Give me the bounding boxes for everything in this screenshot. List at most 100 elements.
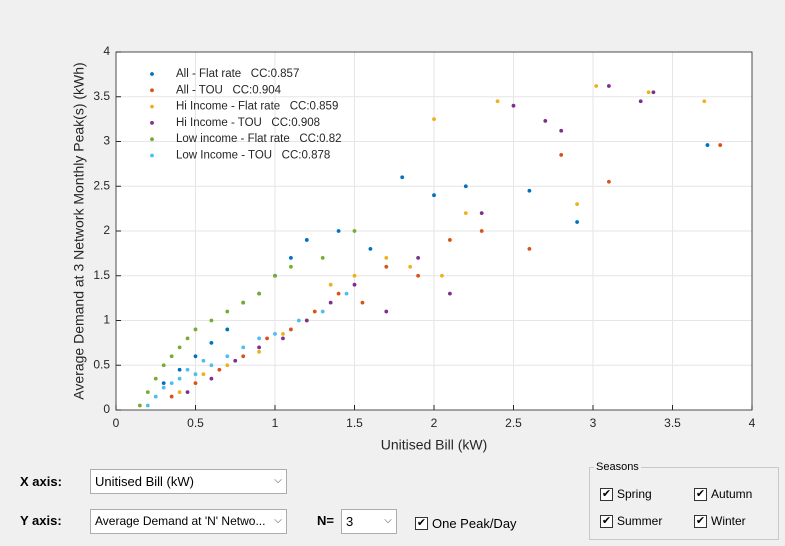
point: [161, 363, 166, 368]
point: [320, 255, 325, 260]
point: [169, 381, 174, 386]
point: [320, 309, 325, 314]
point: [193, 354, 198, 359]
point: [352, 229, 357, 233]
point: [328, 282, 333, 287]
panel-title: Seasons: [594, 461, 641, 473]
y-axis-dropdown[interactable]: Average Demand at 'N' Netwo... ⌵: [90, 509, 287, 534]
point: [153, 376, 158, 381]
point: [257, 336, 261, 341]
point: [296, 318, 301, 323]
point: [527, 247, 532, 251]
point: [479, 211, 484, 216]
point: [718, 143, 723, 147]
point: [638, 99, 643, 104]
point: [273, 332, 277, 336]
point: [241, 345, 246, 350]
point: [607, 84, 611, 88]
point: [463, 211, 468, 216]
point: [209, 376, 214, 381]
legend-marker: [150, 137, 154, 142]
legend-marker: [150, 72, 154, 76]
point: [169, 354, 174, 359]
point: [495, 99, 500, 104]
y-tick-label: 3: [103, 134, 110, 148]
point: [161, 381, 166, 386]
legend-label: All - Flat rate CC:0.857: [176, 68, 299, 80]
dropdown-value: Unitised Bill (kW): [95, 474, 194, 489]
legend-label: All - TOU CC:0.904: [176, 84, 282, 96]
point: [257, 349, 261, 354]
point: [185, 336, 190, 341]
point: [448, 238, 452, 242]
point: [328, 300, 333, 305]
checkbox-label: One Peak/Day: [432, 516, 517, 531]
point: [463, 184, 468, 189]
point: [432, 117, 436, 122]
dropdown-value: 3: [346, 514, 354, 529]
point: [360, 300, 365, 305]
point: [193, 381, 198, 386]
point: [177, 390, 182, 394]
checkbox-label: Spring: [617, 487, 652, 501]
point: [705, 143, 710, 147]
y-tick-label: 3.5: [93, 89, 110, 103]
x-axis-label: Unitised Bill (kW): [381, 437, 488, 453]
n-dropdown[interactable]: 3 ⌵: [341, 509, 397, 534]
season-checkbox[interactable]: ✔ Spring: [600, 487, 652, 501]
y-tick-label: 4: [103, 44, 110, 58]
point: [352, 282, 357, 287]
legend-label: Low Income - TOU CC:0.878: [176, 150, 330, 162]
x-axis-dropdown[interactable]: Unitised Bill (kW) ⌵: [90, 469, 287, 494]
point: [241, 354, 246, 359]
x-tick-label: 1.5: [346, 416, 363, 430]
point: [384, 309, 389, 314]
point: [384, 255, 389, 260]
y-tick-label: 0: [103, 402, 110, 416]
point: [607, 179, 611, 184]
point: [304, 238, 309, 242]
season-checkbox[interactable]: ✔ Autumn: [694, 487, 752, 501]
seasons-panel: Seasons: [589, 461, 779, 540]
point: [336, 229, 341, 233]
y-tick-label: 1.5: [93, 268, 110, 282]
point: [145, 390, 150, 394]
point: [336, 291, 341, 296]
point: [511, 103, 516, 108]
point: [543, 119, 548, 123]
point: [217, 367, 222, 372]
point: [185, 390, 190, 394]
x-tick-label: 0.5: [187, 416, 204, 430]
n-label: N=: [317, 513, 334, 528]
point: [352, 273, 357, 278]
point: [169, 394, 174, 399]
point: [241, 300, 246, 305]
season-checkbox[interactable]: ✔ Summer: [600, 514, 662, 528]
point: [193, 327, 198, 332]
checkbox-label: Autumn: [711, 487, 753, 501]
x-tick-label: 3: [590, 416, 597, 430]
point: [575, 202, 579, 207]
point: [225, 327, 230, 332]
point: [312, 309, 317, 314]
season-checkbox[interactable]: ✔ Winter: [694, 514, 746, 528]
point: [304, 318, 309, 323]
point: [185, 367, 190, 372]
one-peak-checkbox[interactable]: ✔ One Peak/Day: [415, 516, 517, 531]
point: [408, 264, 413, 269]
legend-label: Hi Income - TOU CC:0.908: [176, 117, 320, 129]
y-tick-label: 2: [103, 223, 110, 237]
point: [201, 372, 206, 377]
point: [153, 394, 158, 399]
checkbox-box: ✔: [415, 517, 428, 530]
point: [209, 363, 214, 368]
x-tick-label: 4: [749, 416, 756, 430]
point: [440, 273, 444, 278]
y-axis-label: Average Demand at 3 Network Monthly Peak…: [71, 62, 87, 399]
legend-marker: [150, 104, 154, 109]
point: [432, 193, 436, 198]
checkbox-box: ✔: [694, 487, 707, 501]
point: [281, 336, 285, 341]
x-tick-label: 2: [431, 416, 438, 430]
point: [416, 255, 420, 260]
